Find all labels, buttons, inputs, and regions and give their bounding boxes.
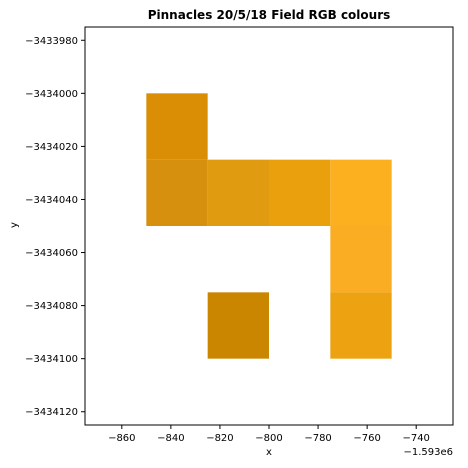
y-tick-label: −3434000 — [25, 89, 78, 100]
x-tick-label: −820 — [206, 433, 233, 444]
x-tick-label: −740 — [402, 433, 429, 444]
y-tick-label: −3434120 — [25, 407, 78, 418]
y-axis-title: y — [9, 222, 20, 228]
y-tick-label: −3434020 — [25, 142, 78, 153]
heatmap-cell-7 — [207, 292, 269, 359]
y-tick-label: −3434040 — [25, 195, 78, 206]
heatmap-cell-4 — [330, 159, 392, 226]
x-tick-label: −760 — [353, 433, 380, 444]
x-tick-label: −800 — [255, 433, 282, 444]
chart-title: Pinnacles 20/5/18 Field RGB colours — [148, 8, 391, 22]
heatmap-cell-2 — [207, 159, 269, 226]
x-axis-title: x — [266, 447, 272, 458]
x-axis-offset-label: −1.593e6 — [403, 447, 453, 458]
x-tick-label: −780 — [304, 433, 331, 444]
y-axis: −3433980 −3434000 −3434020 −3434040 −3434060… — [25, 36, 85, 418]
heatmap-cell-5 — [330, 226, 392, 293]
y-tick-label: −3434080 — [25, 301, 78, 312]
heatmap-cell-6 — [330, 292, 392, 359]
x-tick-label: −840 — [157, 433, 184, 444]
heatmap-cell-1 — [146, 159, 208, 226]
x-tick-label: −860 — [108, 433, 135, 444]
x-axis: −860 −840 −820 −800 −780 −760 −740 — [108, 425, 430, 444]
heatmap-cell-3 — [269, 159, 331, 226]
y-tick-label: −3434100 — [25, 354, 78, 365]
y-tick-label: −3433980 — [25, 36, 78, 47]
heatmap-cell-0 — [146, 93, 208, 160]
y-tick-label: −3434060 — [25, 248, 78, 259]
heatmap-cells — [146, 93, 392, 359]
